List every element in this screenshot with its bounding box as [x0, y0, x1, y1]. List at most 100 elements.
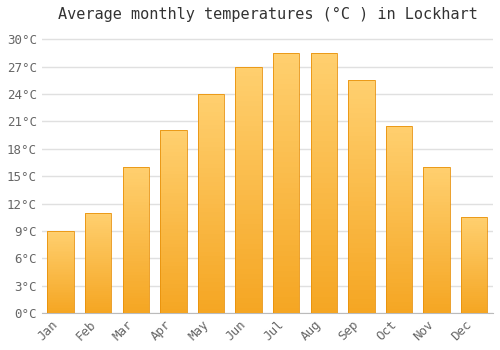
Bar	[48, 292, 74, 293]
Bar	[386, 182, 412, 186]
Bar	[48, 238, 74, 239]
Bar	[122, 272, 149, 275]
Bar	[236, 308, 262, 313]
Bar	[273, 178, 299, 183]
Bar	[461, 306, 487, 307]
Bar	[386, 163, 412, 167]
Bar	[236, 239, 262, 244]
Bar	[160, 269, 186, 273]
Bar	[48, 295, 74, 297]
Bar	[348, 108, 374, 113]
Bar	[85, 277, 112, 279]
Bar	[273, 230, 299, 235]
Bar	[198, 190, 224, 195]
Bar	[236, 293, 262, 298]
Bar	[348, 271, 374, 276]
Bar	[386, 306, 412, 309]
Bar	[122, 304, 149, 307]
Bar	[160, 215, 186, 218]
Bar	[48, 252, 74, 254]
Bar	[122, 281, 149, 284]
Bar	[236, 254, 262, 259]
Bar	[386, 197, 412, 201]
Bar	[85, 225, 112, 227]
Bar	[85, 291, 112, 293]
Bar	[48, 285, 74, 287]
Bar	[198, 287, 224, 291]
Bar	[198, 107, 224, 112]
Bar	[48, 307, 74, 308]
Bar	[348, 267, 374, 271]
Bar	[348, 285, 374, 290]
Bar	[122, 290, 149, 293]
Bar	[160, 182, 186, 185]
Bar	[236, 76, 262, 82]
Bar	[236, 135, 262, 141]
Bar	[461, 265, 487, 267]
Bar	[85, 239, 112, 241]
Bar	[122, 295, 149, 299]
Bar	[122, 193, 149, 196]
Bar	[348, 299, 374, 304]
Bar	[273, 126, 299, 131]
Bar	[461, 263, 487, 265]
Bar	[424, 272, 450, 275]
Bar	[160, 262, 186, 266]
Bar	[160, 131, 186, 313]
Bar	[461, 254, 487, 256]
Bar	[273, 162, 299, 167]
Bar	[461, 282, 487, 284]
Bar	[461, 296, 487, 298]
Bar	[198, 133, 224, 138]
Bar	[310, 272, 337, 276]
Bar	[386, 178, 412, 182]
Bar	[48, 265, 74, 267]
Bar	[386, 234, 412, 238]
Bar	[348, 211, 374, 215]
Bar	[386, 246, 412, 250]
Bar	[122, 179, 149, 182]
Bar	[310, 214, 337, 219]
Bar	[160, 295, 186, 299]
Bar	[85, 257, 112, 259]
Bar	[122, 243, 149, 246]
Bar	[310, 116, 337, 120]
Bar	[273, 261, 299, 266]
Bar	[310, 198, 337, 204]
Bar	[273, 308, 299, 313]
Bar	[85, 273, 112, 275]
Bar	[122, 228, 149, 231]
Bar	[85, 297, 112, 299]
Bar	[198, 247, 224, 252]
Bar	[236, 86, 262, 91]
Bar	[310, 178, 337, 183]
Bar	[424, 211, 450, 214]
Bar	[273, 204, 299, 209]
Bar	[48, 272, 74, 274]
Bar	[48, 288, 74, 290]
Bar	[236, 249, 262, 254]
Bar	[348, 243, 374, 248]
Bar	[461, 303, 487, 306]
Bar	[198, 217, 224, 221]
Bar	[348, 253, 374, 257]
Bar	[122, 196, 149, 199]
Bar	[310, 173, 337, 178]
Bar	[85, 235, 112, 237]
Bar	[424, 310, 450, 313]
Bar	[48, 308, 74, 310]
Bar	[348, 280, 374, 285]
Bar	[424, 167, 450, 313]
Bar	[236, 170, 262, 175]
Bar	[424, 266, 450, 269]
Bar	[198, 309, 224, 313]
Bar	[386, 268, 412, 272]
Bar	[48, 312, 74, 313]
Bar	[198, 168, 224, 173]
Bar	[461, 219, 487, 221]
Bar	[310, 136, 337, 141]
Bar	[310, 53, 337, 313]
Bar	[85, 269, 112, 271]
Bar	[348, 113, 374, 118]
Bar	[310, 141, 337, 147]
